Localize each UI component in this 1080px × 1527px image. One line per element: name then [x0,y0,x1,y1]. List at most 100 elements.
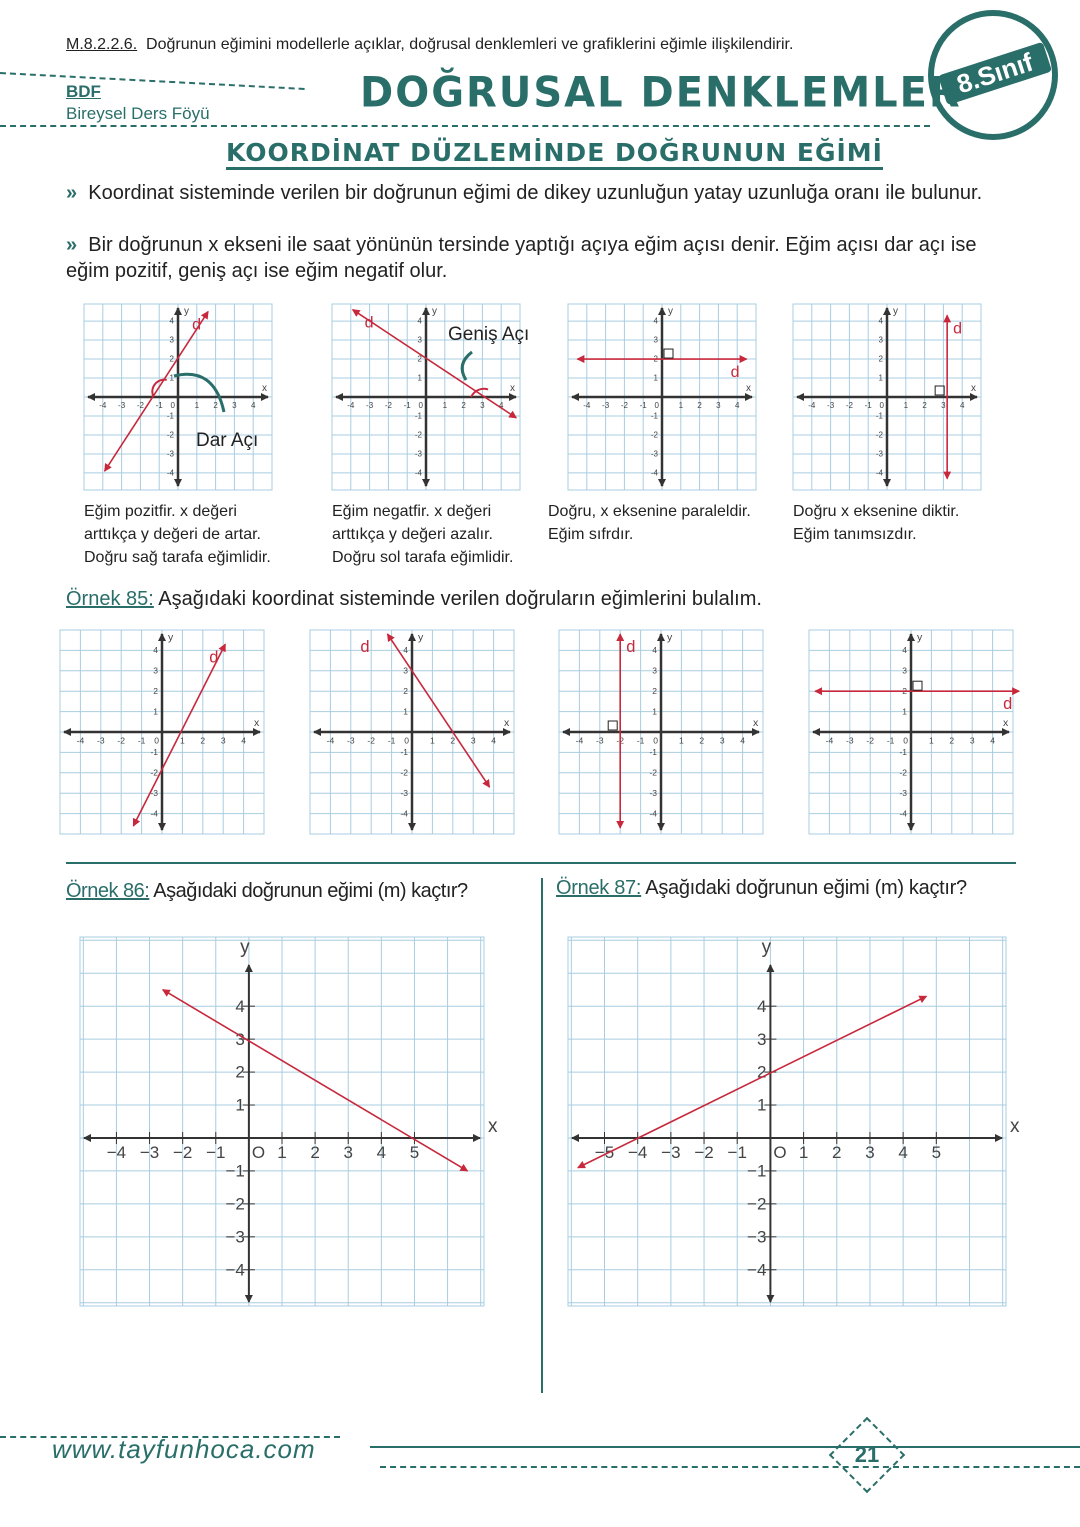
y-tick-label: 3 [418,336,423,345]
caption-line: Eğim pozitfir. x değeri [84,503,237,520]
y-tick-label: 1 [403,706,408,716]
x-tick-label: -3 [366,401,374,410]
y-tick-label: -1 [415,412,423,421]
x-tick-label: -4 [808,401,816,410]
x-tick-label: 5 [410,1143,419,1162]
divider [370,1446,1080,1448]
grid-border [59,629,265,835]
y-tick-label: -2 [899,768,907,778]
example-87-heading: Örnek 87: Aşağıdaki doğrunun eğimi (m) k… [556,877,967,900]
x-tick-label: −4 [107,1143,126,1162]
y-tick-label: −3 [225,1227,244,1246]
angle-arc-arrow [460,350,473,381]
page-title: DOĞRUSAL DENKLEMLER [360,68,962,118]
footer-url[interactable]: www.tayfunhoca.com [52,1434,316,1464]
line-d [132,643,226,827]
example-label: Örnek 87: [556,877,642,899]
origin-label: O [252,1143,265,1162]
standard-code: M.8.2.2.6. [66,36,138,53]
divider [0,1436,340,1438]
x-tick-label: 4 [491,736,496,746]
y-tick-label: −2 [747,1195,766,1214]
y-tick-label: 4 [879,317,884,326]
y-axis-label: y [667,632,673,644]
x-tick-label: 3 [865,1143,874,1162]
y-tick-label: -4 [167,469,175,478]
x-tick-label: -3 [846,736,854,746]
y-tick-label: 4 [902,645,907,655]
coordinate-graph: −4 −3 −2 −1 1 2 3 4 5 −4 −3 −2 −1 1 2 3 4 Ox y [79,936,498,1307]
example-text: Aşağıdaki doğrunun eğimi (m) kaçtır? [153,880,468,902]
angle-label: Geniş Açı [448,324,529,345]
page-number: 21 [854,1442,880,1467]
x-tick-label: -1 [388,736,396,746]
y-tick-label: 3 [879,336,884,345]
logo-stamp: 8.Sınıf [928,10,1058,140]
line-label: d [360,638,369,656]
x-tick-label: −2 [173,1143,192,1162]
y-tick-label: 1 [902,706,907,716]
x-tick-label: 1 [430,736,435,746]
y-tick-label: -4 [899,808,907,818]
x-tick-label: −2 [694,1143,713,1162]
x-axis-label: x [510,383,515,394]
double-chevron-right-icon: » [66,182,78,204]
y-tick-label: -3 [651,450,659,459]
x-axis-label: x [1003,717,1009,729]
right-angle-icon [663,348,674,359]
y-tick-label: -3 [415,450,423,459]
y-axis-label: y [762,937,772,958]
line-d [104,310,209,472]
y-tick-label: 2 [153,686,158,696]
y-tick-label: 1 [418,374,423,383]
caption-line: Eğim sıfrdır. [548,526,634,543]
bullet-text: Koordinat sisteminde verilen bir doğrunu… [88,182,983,204]
y-tick-label: 3 [757,1030,766,1049]
bdf-full: Bireysel Ders Föyü [66,104,210,123]
y-tick-label: 3 [403,666,408,676]
y-tick-label: 1 [757,1096,766,1115]
y-tick-label: -2 [415,431,423,440]
x-tick-label: 4 [251,401,256,410]
angle-arc [151,378,167,398]
y-tick-label: 1 [153,706,158,716]
caption-line: Doğru sağ tarafa eğimlidir. [84,549,271,566]
origin-label: 0 [653,736,658,746]
caption-line: Doğru sol tarafa eğimlidir. [332,549,514,566]
line-d [351,309,518,419]
y-tick-label: -3 [400,788,408,798]
x-axis-label: x [1010,1116,1020,1137]
y-tick-label: 4 [235,997,244,1016]
y-tick-label: −3 [747,1227,766,1246]
x-tick-label: −4 [628,1143,647,1162]
x-tick-label: -2 [137,401,145,410]
y-tick-label: 3 [170,336,175,345]
divider [66,862,1016,864]
y-tick-label: −4 [225,1260,244,1279]
y-tick-label: -3 [899,788,907,798]
x-tick-label: -1 [865,401,873,410]
origin-label: 0 [880,401,885,410]
example-86-heading: Örnek 86: Aşağıdaki doğrunun eğimi (m) k… [66,880,468,903]
y-tick-label: -2 [400,768,408,778]
x-tick-label: −1 [728,1143,747,1162]
y-tick-label: 1 [654,374,659,383]
x-axis-label: x [488,1116,498,1137]
example-85-heading: Örnek 85: Aşağıdaki koordinat sisteminde… [66,588,762,611]
x-tick-label: 3 [970,736,975,746]
x-tick-label: -3 [97,736,105,746]
x-axis-label: x [971,383,976,394]
x-tick-label: 2 [200,736,205,746]
line-label: d [626,638,635,656]
origin-label: O [773,1143,786,1162]
y-tick-label: -4 [649,808,657,818]
bdf-label: BDF [66,82,101,101]
x-tick-label: 2 [949,736,954,746]
example-text: Aşağıdaki doğrunun eğimi (m) kaçtır? [645,877,967,899]
y-tick-label: 3 [654,336,659,345]
x-tick-label: 1 [799,1143,808,1162]
y-tick-label: 2 [170,355,175,364]
